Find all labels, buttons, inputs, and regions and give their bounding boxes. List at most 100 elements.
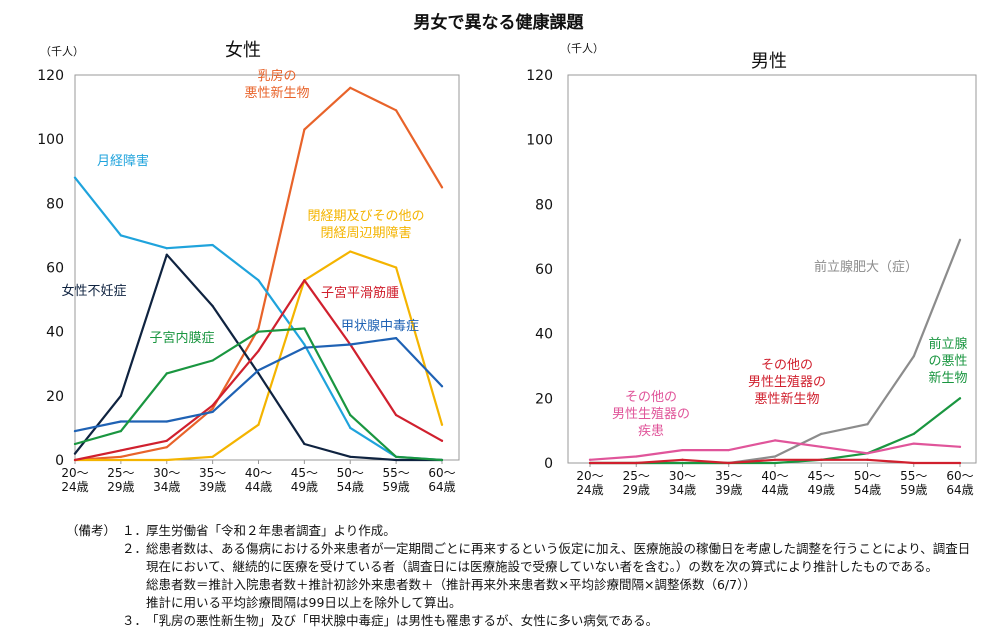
chart-title: 男性 [751, 51, 787, 72]
series-label: 疾患 [638, 424, 664, 439]
x-tick-label: 39歳 [715, 483, 742, 497]
series-label: その他の [761, 358, 813, 373]
x-tick-label: 60～ [428, 466, 455, 480]
data-point [773, 461, 777, 465]
data-point [119, 458, 122, 462]
series-label: 悪性新生物 [754, 391, 819, 407]
x-tick-label: 39歳 [199, 480, 226, 494]
x-tick-label: 55～ [382, 466, 409, 480]
chart-title: 女性 [225, 40, 261, 61]
data-point [303, 442, 306, 446]
female-plot-frame [74, 74, 460, 461]
x-tick-label: 50～ [854, 469, 881, 483]
data-point [73, 452, 77, 455]
data-point [165, 446, 168, 449]
data-point [588, 458, 592, 461]
data-point [912, 432, 915, 435]
data-point [211, 304, 214, 308]
data-point [211, 407, 214, 410]
x-tick-label: 44歳 [761, 483, 788, 497]
series-label: 女性不妊症 [61, 283, 126, 299]
data-point [257, 369, 260, 372]
y-tick-label: 100 [526, 133, 553, 149]
data-point [303, 346, 306, 349]
data-point [681, 448, 684, 452]
data-point [727, 461, 730, 465]
note-text: 厚生労働省「令和２年患者調査」より作成。 [146, 523, 396, 538]
data-point [165, 439, 168, 442]
data-point [395, 458, 398, 462]
data-point [257, 372, 260, 375]
x-tick-label: 34歳 [669, 483, 696, 497]
x-tick-label: 29歳 [107, 480, 134, 494]
x-tick-label: 29歳 [623, 483, 650, 497]
data-point [395, 455, 398, 458]
x-tick-label: 34歳 [153, 480, 180, 494]
series-line [73, 250, 444, 462]
data-point [820, 445, 823, 448]
data-point [681, 458, 684, 461]
data-point [257, 330, 260, 333]
data-point [912, 442, 915, 445]
y-tick-label: 120 [37, 68, 64, 84]
note-item-1: （備考） １． 厚生労働省「令和２年患者調査」より作成。 [66, 522, 970, 540]
data-point [395, 413, 398, 417]
data-point [440, 439, 444, 442]
series-label: 子宮内膜症 [149, 330, 214, 346]
series-line [73, 327, 444, 462]
y-tick-label: 80 [46, 196, 64, 212]
data-point [440, 423, 444, 426]
data-point [165, 253, 168, 256]
data-point [165, 372, 168, 375]
data-point [119, 234, 122, 237]
x-tick-label: 54歳 [337, 480, 364, 494]
series-label: 悪性新生物 [244, 85, 309, 101]
data-point [73, 458, 77, 462]
x-tick-label: 45～ [808, 469, 835, 483]
data-point [912, 461, 915, 465]
notes-heading: （備考） [66, 523, 117, 538]
unit-label: （千人） [560, 42, 604, 55]
y-tick-label: 80 [535, 197, 553, 213]
data-point [257, 279, 260, 282]
data-point [211, 404, 214, 407]
x-tick-label: 40～ [245, 466, 272, 480]
unit-label: （千人） [40, 45, 84, 58]
series-label: 男性生殖器の [612, 406, 690, 422]
data-point [440, 186, 444, 189]
y-tick-label: 120 [526, 68, 553, 84]
x-tick-label: 24歳 [61, 480, 88, 494]
x-tick-label: 20～ [576, 469, 603, 483]
data-point [958, 397, 962, 400]
main-title: 男女で異なる健康課題 [413, 13, 584, 33]
y-tick-label: 20 [46, 389, 64, 405]
data-point [727, 448, 730, 452]
data-point [866, 423, 869, 426]
y-tick-label: 40 [535, 327, 553, 343]
note-number: １． [122, 523, 148, 538]
x-tick-label: 45～ [291, 466, 318, 480]
data-point [119, 420, 122, 423]
data-point [349, 250, 352, 253]
data-point [773, 458, 777, 461]
data-point [257, 349, 260, 353]
y-tick-label: 0 [55, 453, 64, 469]
data-point [303, 128, 306, 131]
data-point [73, 430, 77, 433]
data-point [912, 355, 915, 358]
notes: （備考） １． 厚生労働省「令和２年患者調査」より作成。 ２． 総患者数は、ある… [66, 522, 970, 630]
y-tick-label: 40 [46, 325, 64, 341]
x-tick-label: 49歳 [291, 480, 318, 494]
x-tick-label: 50～ [337, 466, 364, 480]
x-tick-label: 24歳 [576, 483, 603, 497]
data-point [395, 336, 398, 340]
data-point [773, 439, 777, 442]
data-point [588, 461, 592, 465]
series-label: 乳房の [257, 68, 296, 84]
data-point [820, 432, 823, 435]
x-tick-label: 64歳 [946, 483, 973, 497]
data-point [119, 449, 122, 452]
data-point [303, 343, 306, 346]
note-item-2: ２． 総患者数は、ある傷病における外来患者が一定期間ごとに再来するという仮定に加… [66, 540, 970, 558]
data-point [211, 455, 214, 458]
